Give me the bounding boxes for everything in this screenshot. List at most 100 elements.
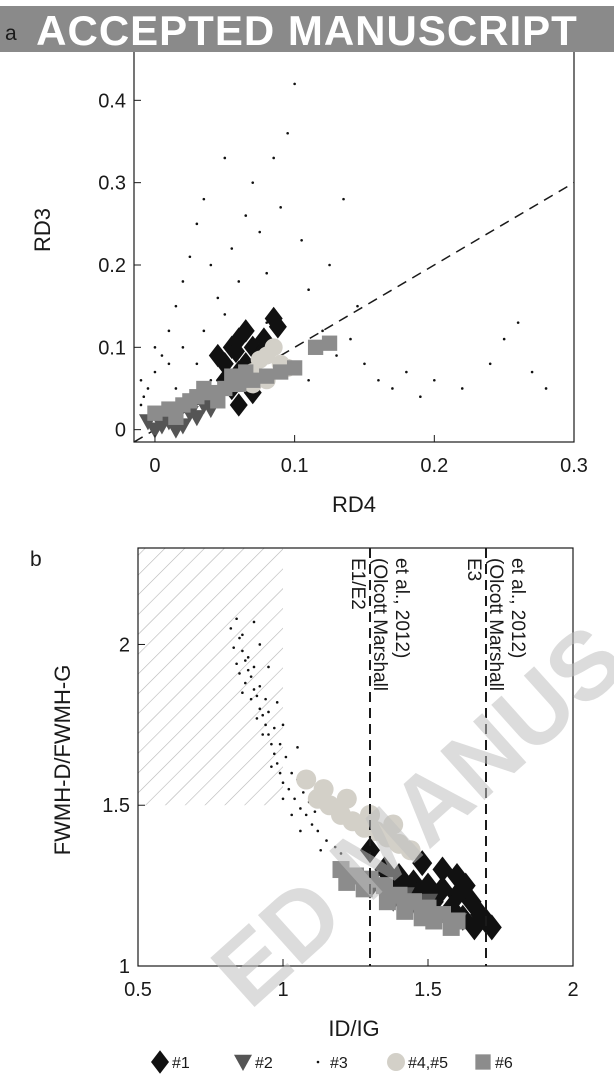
- legend-item-2: #2: [234, 1054, 273, 1072]
- panel-b-point: [355, 880, 373, 898]
- panel-a-point: [237, 280, 241, 283]
- legend-marker-diamond: [151, 1050, 169, 1074]
- panel-a-point: [181, 280, 185, 283]
- panel-a-point: [264, 338, 283, 357]
- panel-b-reference-lines: E1/E2 (Olcott Marshall et al., 2012) E3 (Olc…: [347, 548, 528, 966]
- panel-b-point: [249, 675, 253, 678]
- legend-marker-circle: [387, 1053, 405, 1071]
- panel-b-point: [273, 726, 276, 730]
- banner-text: ACCEPTED MANUSCRIPT: [36, 7, 578, 54]
- legend-marker-dot: [316, 1060, 320, 1064]
- legend-label: #3: [330, 1055, 348, 1072]
- panel-b-marks: [229, 617, 502, 941]
- panel-a-point: [268, 315, 287, 339]
- panel-a-point: [272, 156, 275, 160]
- panel-b-point: [319, 848, 323, 852]
- panel-a-point: [160, 354, 164, 357]
- panel-b-point: [270, 742, 273, 746]
- panel-b-point: [261, 713, 265, 717]
- panel-b-vline-2-label: (Olcott Marshall: [485, 558, 506, 691]
- panel-b-xtick-label: 2: [567, 979, 578, 1001]
- panel-b-point: [316, 829, 320, 833]
- panel-a-point: [300, 238, 303, 242]
- panel-a-point: [223, 156, 227, 160]
- panel-a-point: [167, 362, 171, 366]
- panel-a-point: [202, 329, 206, 333]
- panel-b-point: [264, 723, 267, 727]
- panel-b-point: [238, 672, 241, 675]
- panel-b-point: [261, 733, 265, 736]
- panel-b-point: [400, 840, 421, 861]
- panel-a-point: [230, 247, 234, 250]
- panel-b-point: [310, 823, 314, 826]
- panel-b-vline-1-label: (Olcott Marshall: [369, 558, 390, 691]
- panel-b-point: [293, 797, 296, 801]
- panel-b-point: [333, 845, 337, 849]
- panel-a-point: [273, 364, 289, 380]
- panel-a-xtick-label: 0: [149, 455, 160, 477]
- panel-b-point: [313, 810, 317, 813]
- panel-b-point: [264, 697, 267, 701]
- legend-item-1: #1: [151, 1050, 190, 1074]
- panel-b-letter: b: [30, 548, 42, 571]
- panel-b-point: [378, 893, 396, 911]
- panel-a-point: [209, 263, 213, 267]
- panel-a-point: [502, 337, 506, 341]
- legend-label: #4,#5: [408, 1055, 448, 1072]
- panel-a-point: [328, 263, 331, 267]
- panel-a-point: [208, 343, 227, 368]
- panel-a-point: [216, 296, 220, 300]
- panel-a-point: [391, 387, 394, 390]
- panel-a-point: [188, 255, 192, 259]
- panel-a-point: [293, 82, 296, 86]
- panel-a-point: [182, 393, 198, 409]
- panel-a-point: [419, 395, 422, 399]
- panel-a-point: [544, 387, 548, 390]
- panel-a-point: [516, 321, 520, 324]
- panel-a-point: [153, 370, 157, 374]
- panel-a-point: [342, 197, 345, 201]
- panel-b-point: [241, 691, 244, 694]
- panel-a-point: [202, 197, 206, 201]
- panel-b-point: [238, 636, 241, 640]
- panel-a-point: [223, 313, 227, 316]
- panel-b-point: [299, 829, 302, 833]
- panel-a-point: [153, 346, 157, 349]
- banner-background: [0, 6, 614, 52]
- panel-b-xtick-label: 1: [277, 979, 288, 1001]
- panel-b-point: [281, 723, 285, 727]
- panel-a-xtick-label: 0.1: [281, 455, 309, 477]
- panel-a-point: [244, 214, 248, 217]
- panel-b-point: [284, 755, 288, 759]
- panel-b-point: [287, 787, 291, 791]
- panel-a-point: [356, 304, 359, 308]
- panel-b-series-#6: [332, 861, 466, 936]
- panel-b-point: [232, 646, 235, 649]
- panel-b-xlabel: ID/IG: [328, 1016, 379, 1041]
- panel-a-point: [226, 339, 245, 364]
- panel-b-point: [360, 837, 380, 864]
- panel-b-point: [241, 649, 244, 653]
- panel-b-vline-2-label: E3: [463, 558, 484, 581]
- panel-a: a 00.10.20.300.10.20.30.40.5 RD4 RD3: [5, 8, 588, 517]
- panel-b-point: [270, 765, 273, 768]
- legend-marker-triangle-down: [234, 1054, 252, 1071]
- panel-a-point: [187, 410, 206, 427]
- panel-b-point: [299, 807, 302, 810]
- panel-b-point: [339, 852, 343, 855]
- panel-b-point: [273, 752, 276, 756]
- panel-b-point: [267, 733, 270, 736]
- panel-b-point: [255, 717, 259, 720]
- panel-b-point: [244, 659, 247, 662]
- panel-a-point: [405, 370, 408, 374]
- panel-b-point: [278, 771, 282, 775]
- panel-a-point: [174, 387, 178, 390]
- panel-a-point: [238, 364, 254, 380]
- panel-b-point: [281, 797, 285, 801]
- panel-b-point: [413, 909, 431, 927]
- panel-b-vline-2-label: et al., 2012): [507, 558, 528, 658]
- panel-b-point: [360, 804, 380, 825]
- panel-a-point: [335, 354, 338, 357]
- accepted-manuscript-banner: ACCEPTED MANUSCRIPT a: [0, 6, 614, 54]
- panel-b-ytick-label: 1.5: [102, 795, 130, 817]
